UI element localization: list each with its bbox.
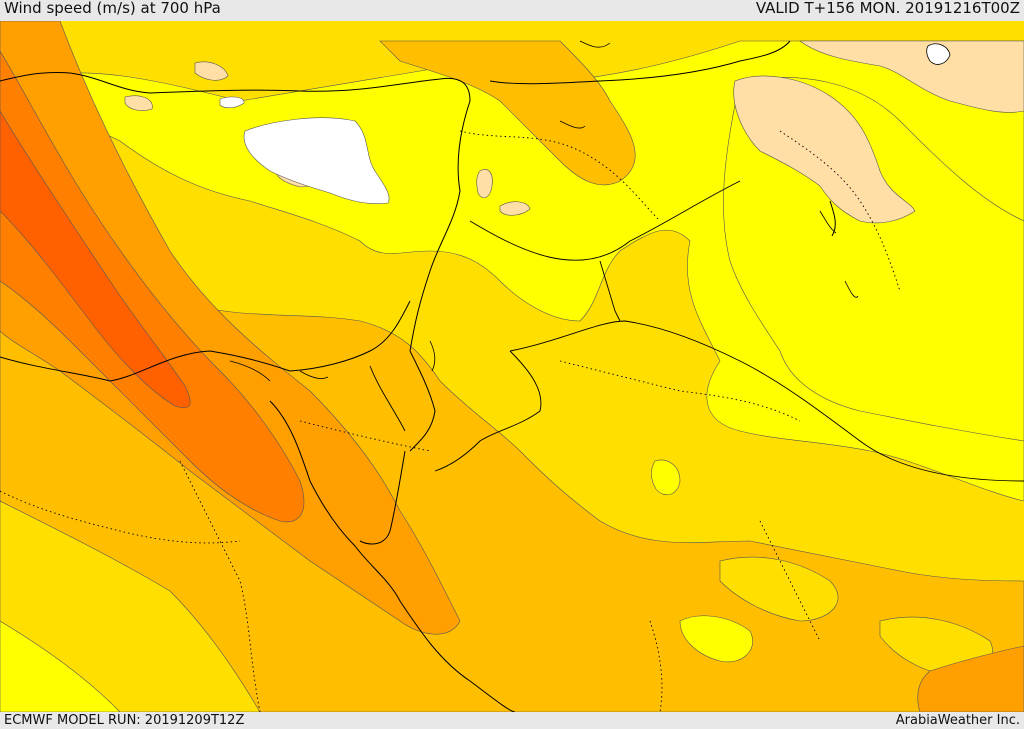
field-pale-syria-3 xyxy=(124,95,153,111)
field-orange-redsea xyxy=(0,21,461,635)
field-white-small xyxy=(219,96,245,109)
field-pale-north xyxy=(799,40,1024,113)
field-gold-bottomleft xyxy=(0,500,261,712)
weather-map xyxy=(0,21,1024,712)
political-borders xyxy=(369,180,1024,482)
coastlines xyxy=(0,40,836,712)
field-yellow-south xyxy=(679,615,753,663)
coast-detail xyxy=(229,40,859,382)
field-white-eastmed xyxy=(243,117,390,204)
field-gold-south-1 xyxy=(719,556,839,622)
field-red-orange-core xyxy=(0,110,191,409)
valid-time: VALID T+156 MON. 20191216T00Z xyxy=(755,0,1020,17)
field-deep-orange xyxy=(0,50,305,523)
footer-bar: ECMWF MODEL RUN: 20191209T12Z ArabiaWeat… xyxy=(0,712,1024,729)
credit: ArabiaWeather Inc. xyxy=(895,713,1020,728)
field-pale-turkey xyxy=(194,61,229,81)
field-amber-turkey xyxy=(379,40,636,186)
field-pale-iran xyxy=(733,75,916,224)
field-pale-syria-1 xyxy=(476,169,493,199)
field-yellow-south2 xyxy=(651,459,681,496)
field-pale-syria-2 xyxy=(499,201,531,216)
lake-van xyxy=(926,43,951,65)
admin-borders xyxy=(0,130,901,712)
wind-speed-map-svg xyxy=(0,21,1024,712)
field-orange-southeast xyxy=(917,645,1024,712)
map-title: Wind speed (m/s) at 700 hPa xyxy=(4,0,221,17)
header-bar: Wind speed (m/s) at 700 hPa VALID T+156 … xyxy=(0,0,1024,21)
model-run: ECMWF MODEL RUN: 20191209T12Z xyxy=(4,713,245,728)
